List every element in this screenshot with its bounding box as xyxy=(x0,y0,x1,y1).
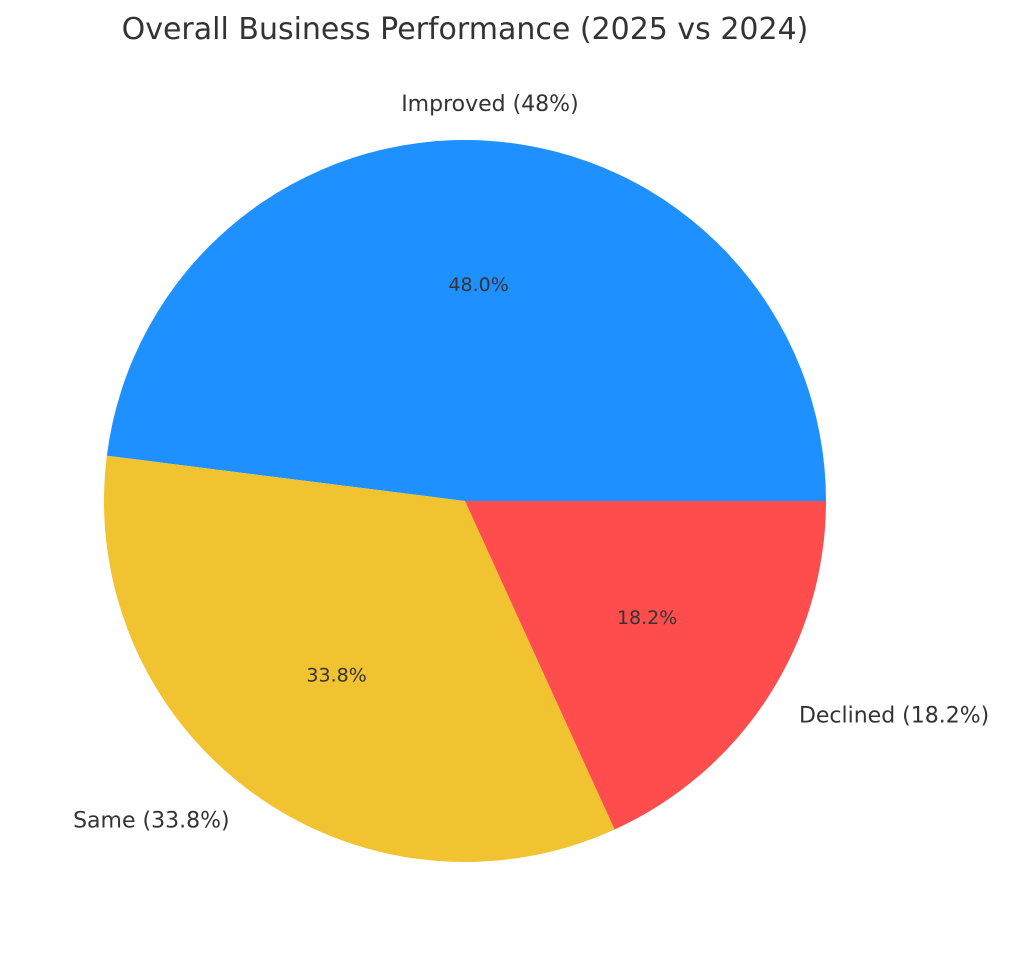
pie-slice-0 xyxy=(106,139,826,501)
slice-percentage-label-2: 18.2% xyxy=(617,607,677,629)
chart-title: Overall Business Performance (2025 vs 20… xyxy=(122,12,809,47)
slice-label-1: Same (33.8%) xyxy=(73,808,229,833)
pie-slice-2 xyxy=(465,501,826,830)
slice-percentage-label-1: 33.8% xyxy=(306,664,366,686)
slice-label-2: Declined (18.2%) xyxy=(799,703,989,728)
slice-percentage-label-0: 48.0% xyxy=(448,274,508,296)
pie-slice-1 xyxy=(103,455,615,862)
pie-slices xyxy=(103,139,826,862)
slice-labels: Improved (48%) Same (33.8%) Declined (18.2… xyxy=(73,92,989,833)
slice-label-0: Improved (48%) xyxy=(401,92,578,117)
percentage-labels: 48.0% 33.8% 18.2% xyxy=(306,274,677,687)
